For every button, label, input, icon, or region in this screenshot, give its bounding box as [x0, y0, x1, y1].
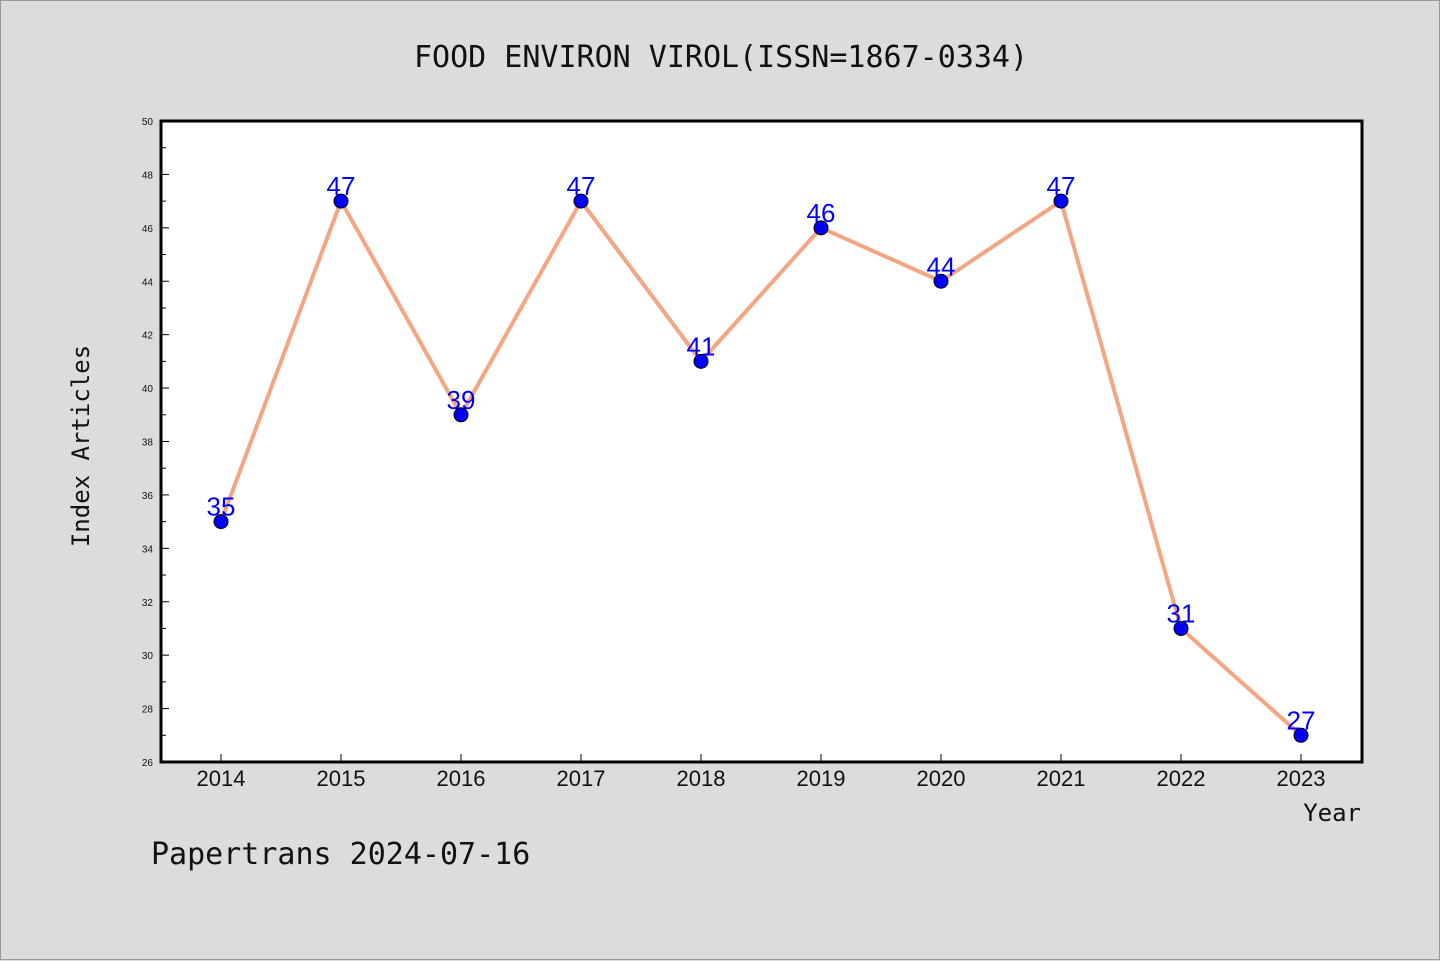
y-axis: 26 28 30 32 34 36 38 40 42 44 46 48 50 — [142, 117, 169, 769]
data-point — [1053, 193, 1069, 209]
y-tick-label: 48 — [142, 170, 154, 181]
footer-credit: Papertrans 2024-07-16 — [151, 837, 530, 872]
y-tick-label: 28 — [142, 705, 154, 716]
x-tick-label: 2018 — [677, 766, 726, 791]
y-tick-label: 36 — [142, 491, 154, 502]
x-axis-label: Year — [1303, 799, 1361, 827]
data-label: 44 — [927, 251, 956, 281]
data-label: 39 — [447, 385, 476, 415]
x-axis: 2014 2015 2016 2017 2018 2019 2020 2021 2022 2023 — [197, 754, 1326, 791]
data-label: 31 — [1167, 598, 1196, 628]
data-label: 47 — [1047, 171, 1076, 201]
y-tick-label: 44 — [142, 277, 154, 288]
y-tick-label: 32 — [142, 598, 154, 609]
x-tick-label: 2023 — [1277, 766, 1326, 791]
plot-area — [159, 119, 1364, 764]
y-tick-label: 50 — [142, 117, 154, 128]
data-point — [813, 220, 829, 236]
chart-title: FOOD ENVIRON VIROL(ISSN=1867-0334) — [414, 40, 1028, 75]
y-tick-label: 38 — [142, 438, 154, 449]
y-tick-label: 40 — [142, 384, 154, 395]
y-tick-label: 46 — [142, 224, 154, 235]
x-tick-label: 2017 — [557, 766, 606, 791]
data-point — [933, 273, 949, 289]
y-axis-label: Index Articles — [67, 345, 95, 547]
x-tick-label: 2021 — [1037, 766, 1086, 791]
x-tick-label: 2019 — [797, 766, 846, 791]
x-tick-label: 2022 — [1157, 766, 1206, 791]
y-tick-label: 34 — [142, 544, 154, 555]
data-label: 27 — [1287, 705, 1316, 735]
data-point — [453, 407, 469, 423]
x-tick-label: 2020 — [917, 766, 966, 791]
data-label: 41 — [687, 331, 716, 361]
data-point — [333, 193, 349, 209]
x-tick-label: 2016 — [437, 766, 486, 791]
data-label: 47 — [327, 171, 356, 201]
y-tick-label: 26 — [142, 758, 154, 769]
data-point — [693, 353, 709, 369]
y-tick-label: 42 — [142, 331, 154, 342]
y-tick-label: 30 — [142, 651, 154, 662]
series-group: 35 47 39 47 41 46 44 47 31 27 — [207, 171, 1316, 743]
data-label: 47 — [567, 171, 596, 201]
data-point — [1293, 727, 1309, 743]
data-point — [1173, 620, 1189, 636]
data-point — [213, 514, 229, 530]
x-tick-label: 2014 — [197, 766, 246, 791]
data-label: 46 — [807, 198, 836, 228]
series-line — [219, 199, 1303, 737]
data-point — [573, 193, 589, 209]
data-label: 35 — [207, 492, 236, 522]
x-tick-label: 2015 — [317, 766, 366, 791]
